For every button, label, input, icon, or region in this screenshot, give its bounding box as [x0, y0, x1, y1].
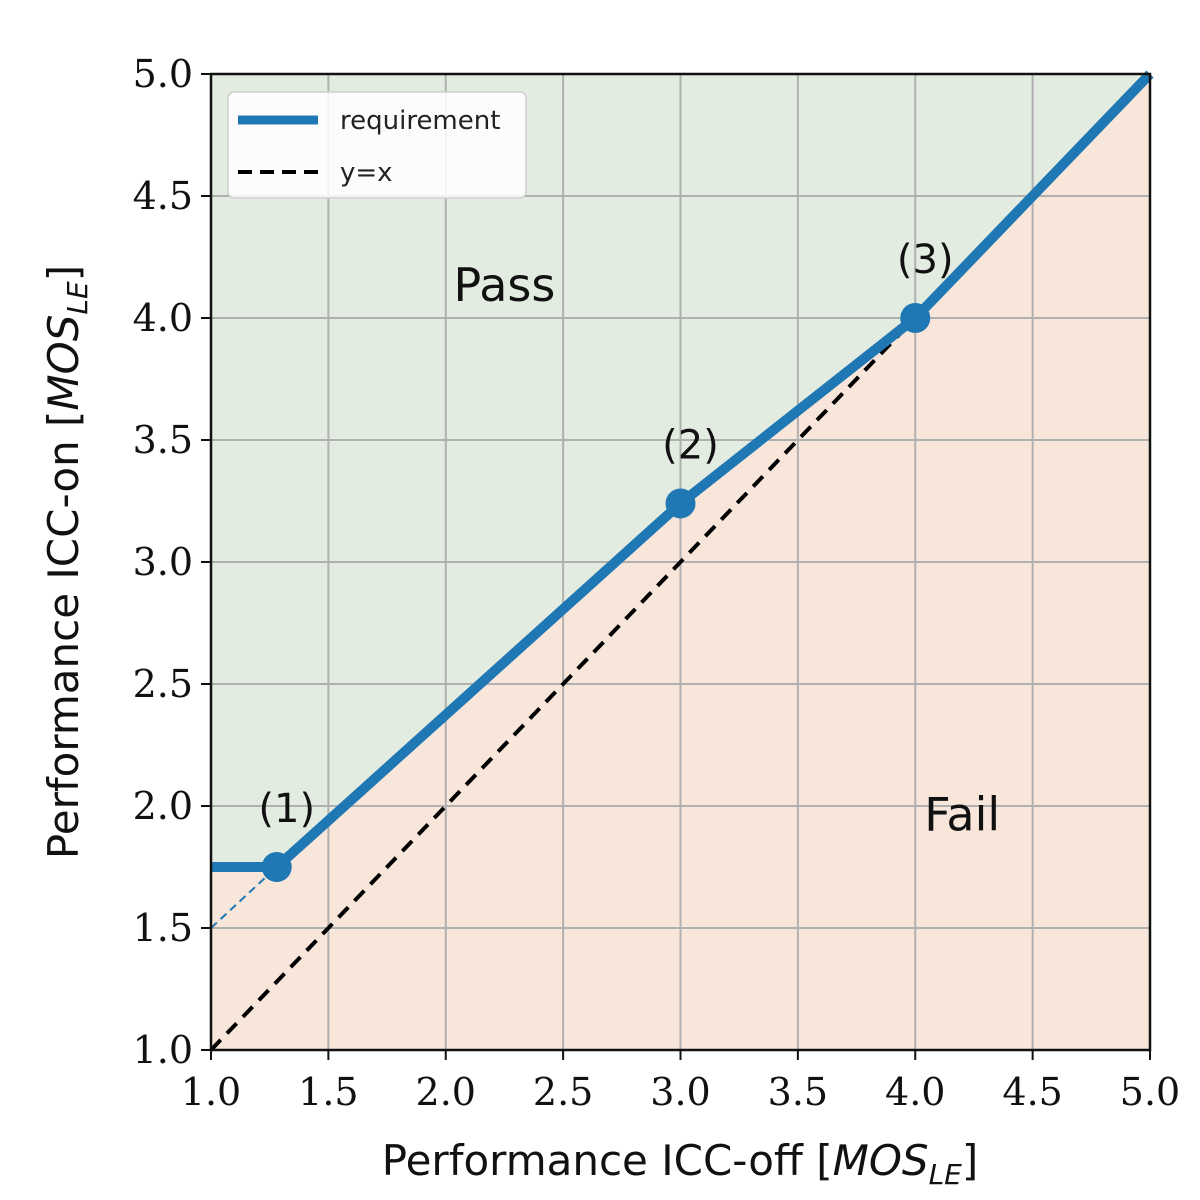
- x-tick-label: 5.0: [1120, 1070, 1180, 1114]
- y-tick-label: 3.5: [133, 418, 193, 462]
- y-tick-label: 2.0: [133, 784, 193, 828]
- axis-ticks: 1.0 1.5 2.0 2.5 3.0 3.5 4.0 4.5 5.0 1.0 1.5 2.0 2.5 3…: [133, 52, 1181, 1114]
- breakpoint-marker: [665, 488, 696, 519]
- y-tick-label: 2.5: [133, 662, 193, 706]
- y-tick-label: 4.5: [133, 174, 193, 218]
- x-tick-label: 2.0: [416, 1070, 476, 1114]
- breakpoint-marker: [900, 303, 931, 333]
- data-lines: [209, 70, 1154, 1052]
- legend-identity-label: y=x: [340, 158, 393, 188]
- y-tick-label: 1.0: [133, 1028, 193, 1072]
- marker-annotation: (1): [258, 786, 315, 832]
- y-tick-label: 5.0: [133, 52, 193, 96]
- breakpoint-marker: [261, 852, 292, 882]
- y-axis-label: Performance ICC-on [MOSLE]: [39, 265, 94, 859]
- marker-annotation: (3): [897, 237, 954, 283]
- annotations: (1) (2) (3) Pass Fail: [258, 237, 1000, 841]
- y-tick-label: 3.0: [133, 540, 193, 584]
- x-tick-label: 4.5: [1002, 1070, 1062, 1114]
- region-label: Fail: [924, 787, 1000, 841]
- x-tick-label: 3.5: [768, 1070, 828, 1114]
- x-tick-label: 3.0: [650, 1070, 710, 1114]
- x-tick-label: 1.5: [298, 1070, 358, 1114]
- x-tick-label: 2.5: [533, 1070, 593, 1114]
- y-tick-label: 4.0: [133, 296, 193, 340]
- x-tick-label: 4.0: [885, 1070, 945, 1114]
- legend: requirement y=x: [227, 91, 527, 199]
- marker-annotation: (2): [662, 422, 719, 468]
- legend-requirement-label: requirement: [340, 106, 500, 136]
- x-tick-label: 1.0: [181, 1070, 241, 1114]
- region-label: Pass: [454, 258, 556, 312]
- x-axis-label: Performance ICC-off [MOSLE]: [382, 1136, 979, 1191]
- y-tick-label: 1.5: [133, 906, 193, 950]
- requirement-extension-line: [210, 866, 278, 929]
